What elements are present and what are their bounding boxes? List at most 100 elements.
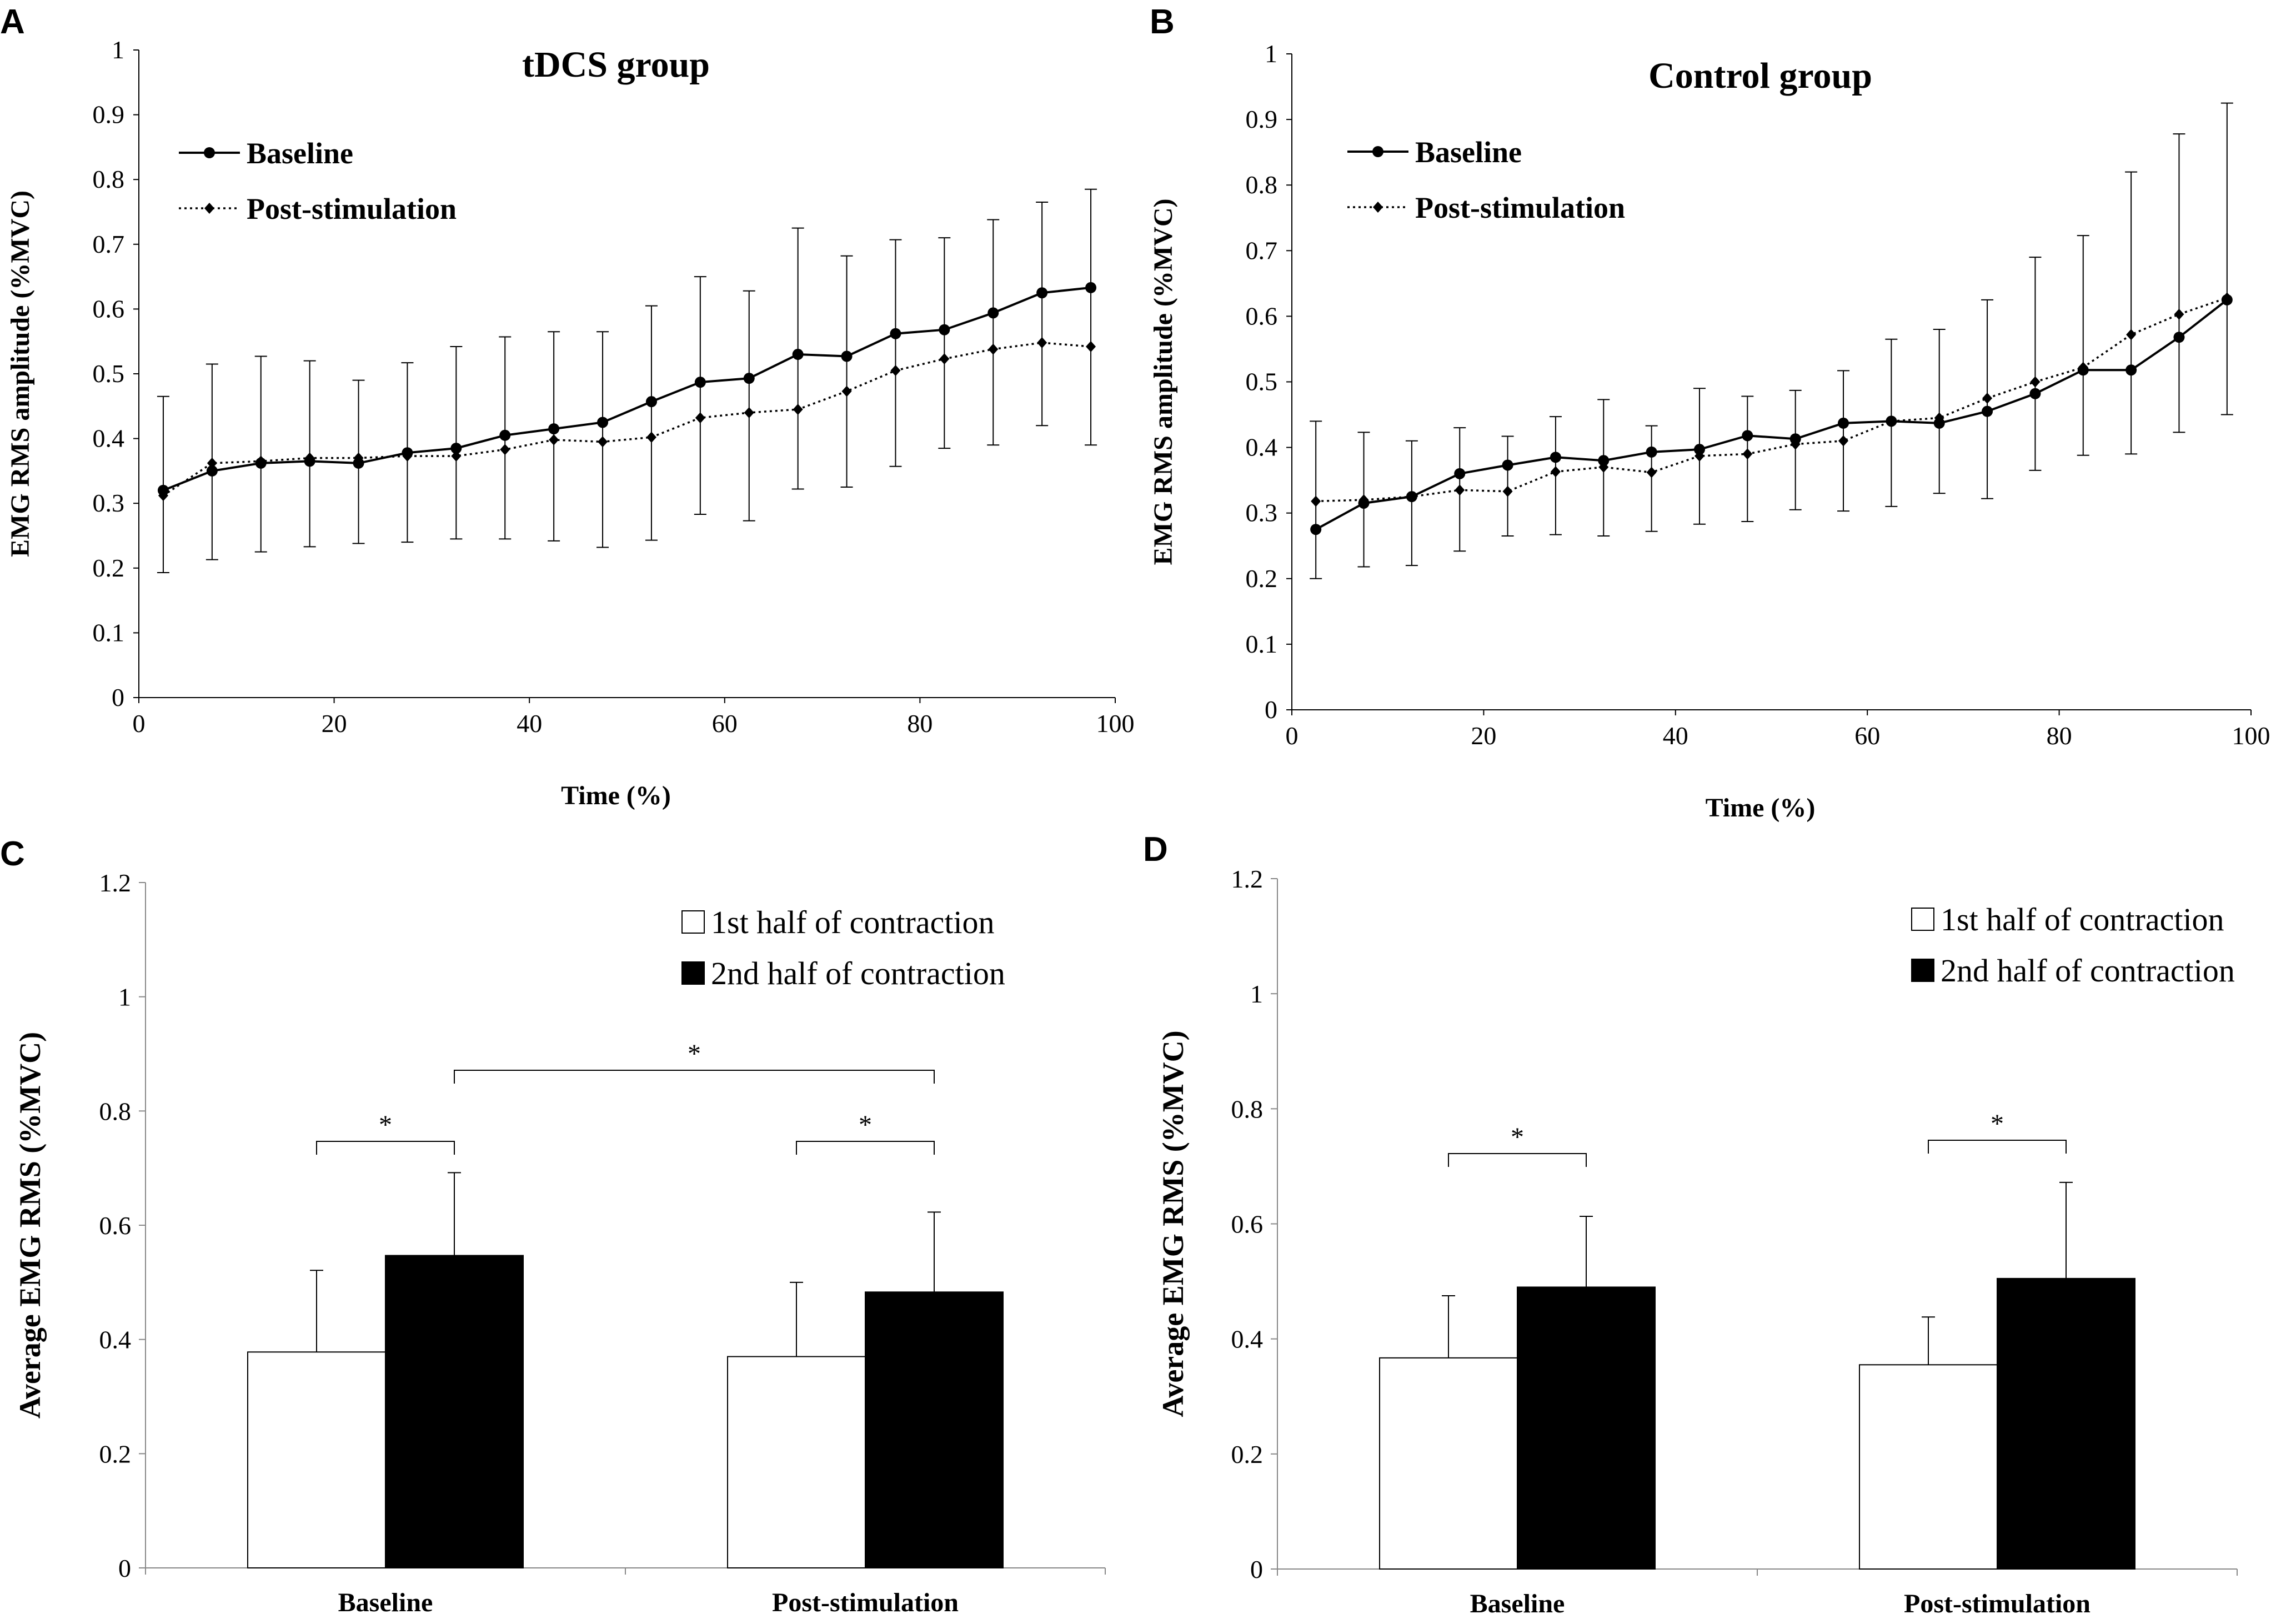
data-point-post-stimulation bbox=[1455, 484, 1465, 496]
series-line-post-stimulation bbox=[1316, 297, 2228, 503]
y-tick-label: 0.5 bbox=[1246, 368, 1278, 396]
y-tick-label: 0.8 bbox=[99, 1097, 132, 1125]
significance-star: * bbox=[859, 1110, 872, 1140]
data-point-baseline bbox=[792, 349, 804, 360]
data-point-baseline bbox=[1550, 452, 1561, 463]
legend-label: Baseline bbox=[247, 137, 353, 170]
data-point-baseline bbox=[597, 417, 609, 428]
legend-label: 2nd half of contraction bbox=[1941, 953, 2235, 989]
data-point-post-stimulation bbox=[1502, 485, 1513, 497]
y-tick-label: 0.8 bbox=[1231, 1095, 1264, 1123]
data-point-post-stimulation bbox=[744, 407, 754, 418]
legend-swatch bbox=[1911, 908, 1934, 931]
data-point-baseline bbox=[743, 373, 755, 384]
legend-marker bbox=[204, 203, 214, 214]
significance-star: * bbox=[1991, 1109, 2004, 1139]
x-tick-label: 0 bbox=[1286, 721, 1299, 750]
x-axis-label: Time (%) bbox=[1706, 793, 1816, 823]
data-point-post-stimulation bbox=[1982, 393, 1993, 404]
data-point-post-stimulation bbox=[646, 432, 656, 443]
bar-second-half bbox=[865, 1291, 1004, 1568]
data-point-post-stimulation bbox=[1086, 341, 1096, 353]
data-point-post-stimulation bbox=[2174, 308, 2184, 320]
data-point-post-stimulation bbox=[2030, 376, 2041, 388]
category-label: Post-stimulation bbox=[1904, 1589, 2091, 1618]
y-tick-label: 0.2 bbox=[99, 1440, 132, 1468]
panel-b-line-chart: B Control group 0 0.1 0.2 0.3 0.4 0.5 0.6 0.7 0.8 0… bbox=[1149, 3, 2270, 823]
data-point-baseline bbox=[1838, 417, 1849, 429]
y-tick-label: 0.2 bbox=[1231, 1440, 1264, 1468]
significance-bracket bbox=[1448, 1153, 1587, 1167]
y-axis-label: Average EMG RMS (%MVC) bbox=[13, 1032, 47, 1419]
bar-first-half bbox=[1859, 1364, 1998, 1570]
x-tick-label: 100 bbox=[1096, 709, 1135, 738]
panel-label: A bbox=[0, 3, 25, 41]
data-point-baseline bbox=[694, 377, 706, 388]
data-point-post-stimulation bbox=[695, 412, 705, 424]
y-tick-label: 0 bbox=[1250, 1555, 1263, 1583]
category-label: Post-stimulation bbox=[772, 1588, 959, 1617]
legend-swatch bbox=[1911, 959, 1934, 982]
x-tick-label: 40 bbox=[1663, 721, 1688, 750]
legend-marker bbox=[1372, 146, 1383, 157]
data-point-baseline bbox=[450, 443, 462, 454]
data-point-baseline bbox=[1085, 282, 1097, 293]
y-tick-label: 0.6 bbox=[93, 294, 125, 323]
series-line-baseline bbox=[1315, 299, 2228, 530]
data-point-post-stimulation bbox=[500, 444, 510, 455]
y-tick-label: 0.7 bbox=[93, 230, 125, 258]
y-tick-label: 1 bbox=[112, 36, 124, 64]
y-tick-label: 0 bbox=[1265, 695, 1277, 724]
bar-first-half bbox=[1379, 1357, 1518, 1570]
data-point-post-stimulation bbox=[598, 436, 608, 448]
data-point-baseline bbox=[939, 324, 950, 335]
y-tick-label: 1 bbox=[1250, 980, 1263, 1008]
y-tick-label: 0.8 bbox=[1246, 171, 1278, 199]
bar-second-half bbox=[1997, 1277, 2135, 1570]
data-point-post-stimulation bbox=[1934, 412, 1944, 424]
y-tick-label: 0.1 bbox=[93, 618, 125, 646]
legend-swatch bbox=[681, 961, 705, 985]
y-tick-label: 1 bbox=[118, 983, 131, 1011]
x-tick-label: 20 bbox=[322, 709, 347, 738]
data-point-post-stimulation bbox=[1550, 466, 1561, 478]
panel-label: B bbox=[1150, 3, 1175, 41]
data-point-baseline bbox=[206, 465, 218, 477]
panel-d-bar-chart: D 0 0.2 0.4 0.6 0.8 1 1.2 Average EMG RMS (%MVC)… bbox=[1143, 830, 2238, 1618]
bar-first-half bbox=[727, 1356, 866, 1568]
data-point-post-stimulation bbox=[1406, 491, 1417, 503]
legend-label: 1st half of contraction bbox=[711, 904, 995, 940]
data-point-post-stimulation bbox=[890, 365, 901, 377]
legend-label: Post-stimulation bbox=[247, 192, 457, 225]
data-point-post-stimulation bbox=[1646, 467, 1657, 478]
data-point-baseline bbox=[890, 328, 901, 339]
series-line-post-stimulation bbox=[162, 342, 1091, 497]
significance-bracket bbox=[316, 1141, 455, 1155]
data-point-post-stimulation bbox=[353, 452, 364, 464]
y-tick-label: 0.7 bbox=[1246, 236, 1278, 264]
x-tick-label: 0 bbox=[133, 709, 146, 738]
category-label: Baseline bbox=[1470, 1589, 1565, 1618]
data-point-post-stimulation bbox=[841, 385, 852, 397]
significance-bracket bbox=[454, 1070, 935, 1084]
y-tick-label: 0.2 bbox=[93, 554, 125, 582]
data-point-baseline bbox=[841, 350, 853, 362]
legend-label: Post-stimulation bbox=[1415, 191, 1625, 224]
data-point-post-stimulation bbox=[207, 457, 217, 469]
data-point-baseline bbox=[2173, 332, 2185, 343]
y-tick-label: 0.3 bbox=[1246, 499, 1278, 527]
y-tick-label: 0.6 bbox=[1231, 1210, 1264, 1239]
data-point-baseline bbox=[1598, 455, 1610, 467]
data-point-post-stimulation bbox=[793, 404, 803, 415]
y-tick-label: 0.5 bbox=[93, 359, 125, 388]
y-tick-label: 0.2 bbox=[1246, 564, 1278, 593]
y-tick-label: 0.6 bbox=[1246, 302, 1278, 330]
x-tick-label: 60 bbox=[712, 709, 738, 738]
y-tick-label: 0.1 bbox=[1246, 630, 1278, 658]
y-tick-label: 0.9 bbox=[93, 101, 125, 129]
y-tick-label: 1.2 bbox=[1231, 865, 1264, 893]
y-tick-label: 1.2 bbox=[99, 869, 132, 897]
legend-marker bbox=[1373, 202, 1383, 213]
data-point-baseline bbox=[2125, 364, 2137, 376]
y-axis-label: Average EMG RMS (%MVC) bbox=[1156, 1030, 1190, 1417]
